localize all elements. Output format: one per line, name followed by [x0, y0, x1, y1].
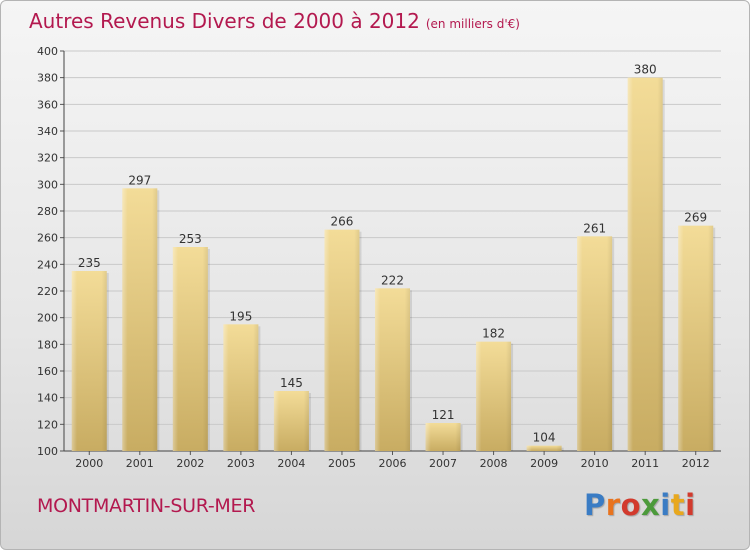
bar-shine [172, 247, 208, 451]
logo-letter: x [641, 488, 661, 522]
y-tick-label: 360 [37, 98, 58, 111]
logo-letter: o [620, 488, 642, 522]
logo-letter: r [605, 488, 621, 522]
y-tick-label: 380 [37, 72, 58, 85]
bar-shine [273, 391, 309, 451]
bar-shine [627, 77, 663, 452]
y-tick-label: 260 [37, 232, 58, 245]
bar-value-label: 253 [179, 232, 202, 246]
logo-letter: i [660, 488, 671, 522]
bar-shine [526, 445, 562, 451]
chart-subtitle: (en milliers d'€) [425, 17, 520, 31]
x-tick-label: 2005 [328, 457, 356, 470]
bar-value-label: 269 [684, 211, 707, 225]
bar-shine [223, 324, 259, 451]
y-tick-label: 240 [37, 258, 58, 271]
y-tick-label: 120 [37, 418, 58, 431]
bar-shine [375, 288, 410, 451]
x-tick-label: 2001 [126, 457, 154, 470]
y-tick-label: 200 [37, 312, 58, 325]
x-tick-label: 2007 [429, 457, 457, 470]
bar-value-label: 380 [634, 63, 657, 77]
y-tick-label: 140 [37, 392, 58, 405]
bar-value-label: 261 [583, 221, 606, 235]
proxiti-logo: Proxiti [584, 488, 696, 522]
bars: 235 297 253 195 145 266 222 121 182 104 261 380 269 [71, 63, 716, 452]
x-tick-label: 2002 [176, 457, 204, 470]
y-tick-label: 320 [37, 152, 58, 165]
bar-value-label: 235 [78, 256, 101, 270]
y-tick-label: 180 [37, 338, 58, 351]
y-tick-label: 340 [37, 125, 58, 138]
bar-shine [122, 188, 158, 452]
bar-value-label: 297 [128, 173, 151, 187]
x-tick-label: 2008 [480, 457, 508, 470]
x-axis: 2000 2001 2002 2003 2004 2005 2006 2007 2008 2009… [75, 451, 710, 470]
y-tick-label: 300 [37, 178, 58, 191]
location-name: MONTMARTIN-SUR-MER [37, 495, 256, 517]
bar-value-label: 121 [432, 408, 455, 422]
bar-value-label: 266 [331, 215, 354, 229]
x-tick-label: 2003 [227, 457, 255, 470]
bar-shine [577, 236, 613, 451]
x-tick-label: 2000 [75, 457, 103, 470]
y-tick-label: 280 [37, 205, 58, 218]
bar-value-label: 182 [482, 327, 505, 341]
logo-letter: i [685, 488, 696, 522]
bar-shine [425, 423, 461, 451]
bar-shine [476, 341, 512, 451]
x-tick-label: 2009 [530, 457, 558, 470]
y-tick-label: 220 [37, 285, 58, 298]
chart-title-text: Autres Revenus Divers de 2000 à 2012 [29, 9, 420, 33]
chart-title: Autres Revenus Divers de 2000 à 2012 (en … [29, 9, 520, 33]
x-tick-label: 2012 [682, 457, 710, 470]
bar-value-label: 104 [533, 431, 556, 445]
y-tick-label: 100 [37, 445, 58, 458]
bar-value-label: 145 [280, 376, 303, 390]
x-tick-label: 2010 [581, 457, 609, 470]
y-tick-label: 400 [37, 45, 58, 58]
logo-letter: P [584, 488, 606, 522]
x-tick-label: 2006 [379, 457, 407, 470]
y-tick-label: 160 [37, 365, 58, 378]
logo-letter: t [670, 488, 686, 522]
bar-value-label: 222 [381, 273, 404, 287]
bar-shine [324, 229, 360, 451]
x-tick-label: 2011 [631, 457, 659, 470]
bar-shine [678, 225, 714, 451]
bar-shine [71, 271, 107, 451]
x-tick-label: 2004 [277, 457, 305, 470]
bar-value-label: 195 [229, 309, 252, 323]
